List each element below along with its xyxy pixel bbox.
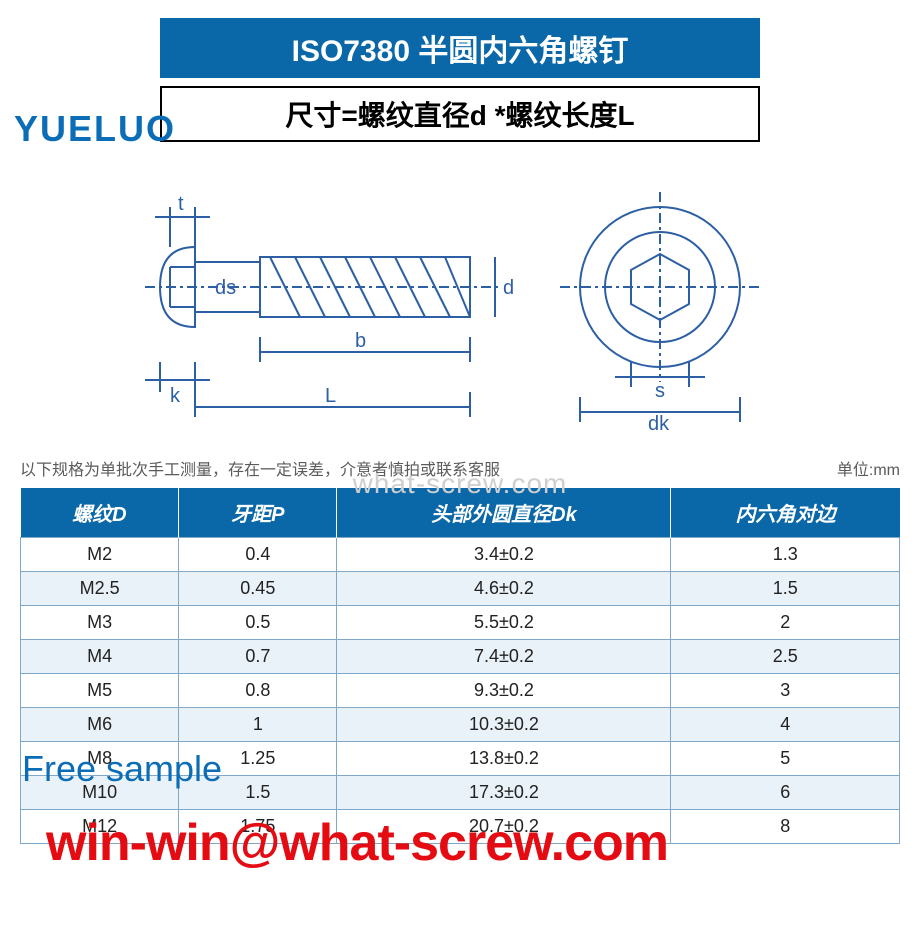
table-cell: 0.5 [179,606,337,640]
domain-watermark: what-screw.com [0,468,920,500]
table-cell: 0.45 [179,572,337,606]
table-cell: 9.3±0.2 [337,674,671,708]
table-cell: 4 [671,708,900,742]
size-formula: 尺寸=螺纹直径d *螺纹长度L [160,86,760,142]
table-cell: 5.5±0.2 [337,606,671,640]
table-cell: 1 [179,708,337,742]
table-cell: M2.5 [21,572,179,606]
table-row: M20.43.4±0.21.3 [21,538,900,572]
table-cell: 3 [671,674,900,708]
table-cell: 0.7 [179,640,337,674]
svg-text:d: d [503,277,514,299]
table-cell: 2.5 [671,640,900,674]
table-cell: M2 [21,538,179,572]
table-row: M2.50.454.6±0.21.5 [21,572,900,606]
table-cell: M3 [21,606,179,640]
table-cell: 0.4 [179,538,337,572]
table-cell: 4.6±0.2 [337,572,671,606]
table-cell: 8 [671,810,900,844]
svg-text:s: s [655,380,665,402]
table-cell: M6 [21,708,179,742]
table-cell: M4 [21,640,179,674]
brand-logo: YUELUO [14,108,176,150]
svg-text:b: b [355,330,366,352]
svg-text:k: k [170,385,181,407]
svg-text:ds: ds [215,277,236,299]
table-cell: 1.3 [671,538,900,572]
table-cell: 2 [671,606,900,640]
table-cell: 3.4±0.2 [337,538,671,572]
table-cell: 1.5 [671,572,900,606]
table-cell: 13.8±0.2 [337,742,671,776]
svg-text:dk: dk [648,413,670,432]
svg-text:L: L [325,385,336,407]
contact-email-overlay: win-win@what-screw.com [46,813,668,873]
table-row: M6110.3±0.24 [21,708,900,742]
svg-text:t: t [178,193,184,215]
table-cell: 0.8 [179,674,337,708]
table-row: M40.77.4±0.22.5 [21,640,900,674]
standard-title: ISO7380 半圆内六角螺钉 [160,18,760,78]
table-cell: M5 [21,674,179,708]
table-cell: 7.4±0.2 [337,640,671,674]
table-cell: 10.3±0.2 [337,708,671,742]
table-cell: 5 [671,742,900,776]
spec-table: 螺纹D牙距P头部外圆直径Dk内六角对边 M20.43.4±0.21.3M2.50… [20,488,900,844]
table-row: M50.89.3±0.23 [21,674,900,708]
table-cell: 6 [671,776,900,810]
screw-diagram: t ds b k L d s dk [100,162,820,432]
table-row: M30.55.5±0.22 [21,606,900,640]
free-sample-overlay: Free sample [22,748,222,790]
table-cell: 17.3±0.2 [337,776,671,810]
